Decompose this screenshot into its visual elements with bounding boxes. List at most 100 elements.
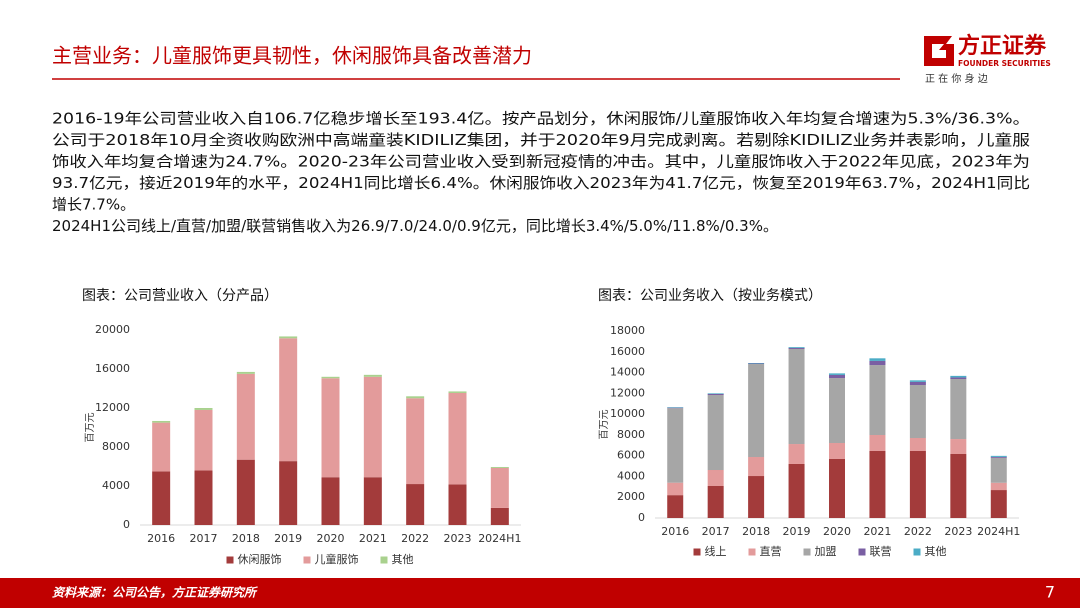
bar-segment	[667, 495, 684, 518]
legend-swatch	[858, 548, 866, 556]
y-tick-label: 10000	[610, 407, 645, 420]
bar-segment	[707, 486, 724, 518]
y-tick-label: 18000	[610, 324, 645, 337]
y-tick-label: 12000	[95, 401, 130, 414]
legend: 线上 直营 加盟 联营 其他	[693, 544, 947, 558]
legend-swatch	[303, 556, 311, 564]
x-tick-label: 2018	[232, 532, 260, 545]
bar-segment	[152, 420, 171, 423]
bar-segment	[194, 408, 213, 410]
bar-segment	[363, 477, 382, 525]
bar-segment	[788, 463, 805, 518]
y-tick-label: 4000	[102, 479, 130, 492]
x-tick-label: 2024H1	[977, 525, 1020, 538]
bar-segment	[950, 439, 967, 455]
source-note: 资料来源：公司公告，方正证券研究所	[52, 586, 258, 600]
bar-segment	[707, 393, 724, 394]
x-tick-label: 2020	[317, 532, 345, 545]
bar-segment	[869, 360, 886, 366]
logo-icon	[924, 36, 954, 66]
bar-segment	[707, 393, 724, 395]
body-line: 增长7.7%。	[52, 196, 135, 214]
bar-segment	[279, 461, 298, 525]
footer-band	[0, 578, 1080, 608]
y-tick-label: 4000	[617, 469, 645, 482]
x-tick-label: 2020	[823, 525, 851, 538]
x-tick-label: 2023	[944, 525, 972, 538]
bar-segment	[909, 380, 926, 382]
bar-segment	[707, 470, 724, 487]
x-tick-label: 2019	[274, 532, 302, 545]
bar-segment	[829, 373, 845, 375]
bar-segment	[448, 392, 467, 485]
y-tick-label: 6000	[617, 449, 645, 462]
legend-label: 联营	[870, 544, 892, 558]
bar-segment	[363, 374, 382, 377]
y-axis-label: 百万元	[598, 410, 610, 440]
legend-swatch	[226, 556, 234, 564]
chart: 图表：公司营业收入（分产品） 百万元 0 4000 8000 12000 16000 2000…	[82, 288, 521, 566]
y-tick-label: 0	[638, 511, 645, 524]
x-tick-label: 2018	[742, 525, 770, 538]
y-tick-label: 20000	[95, 323, 130, 336]
chart-title: 图表：公司业务收入（按业务模式）	[598, 288, 822, 304]
body-text: 2016-19年公司营业收入自106.7亿稳步增长至193.4亿。按产品划分，休…	[52, 110, 1030, 236]
body-line: 2024H1公司线上/直营/加盟/联营销售收入为26.9/7.0/24.0/0.…	[52, 217, 778, 235]
bar-segment	[321, 378, 340, 478]
x-tick-label: 2019	[783, 525, 811, 538]
bar-segment	[950, 378, 967, 440]
bar-segment	[829, 374, 845, 379]
legend-swatch	[913, 548, 921, 556]
y-tick-label: 8000	[102, 440, 130, 453]
bar-segment	[869, 358, 886, 361]
bar-segment	[748, 476, 765, 518]
body-line: 公司于2018年10月全资收购欧洲中高端童装KIDILIZ集团，并于2020年9…	[52, 131, 1030, 149]
bar-segment	[194, 470, 213, 525]
bar-segment	[321, 376, 340, 379]
x-tick-label: 2023	[444, 532, 472, 545]
bar-segment	[448, 391, 467, 393]
x-tick-label: 2022	[401, 532, 429, 545]
bar-segment	[406, 398, 425, 485]
chart: 图表：公司业务收入（按业务模式） 百万元 0 2000 4000 6000 8000 1000…	[598, 288, 1020, 558]
slide-title: 主营业务：儿童服饰更具韧性，休闲服饰具备改善潜力	[52, 44, 532, 68]
bar-segment	[950, 377, 967, 379]
bar-segment	[236, 459, 255, 525]
legend-swatch	[693, 548, 701, 556]
bar-segment	[950, 375, 967, 378]
bar-segment	[321, 477, 340, 525]
bar-segment	[448, 484, 467, 525]
x-tick-label: 2021	[863, 525, 891, 538]
bar-segment	[279, 336, 298, 339]
bar-segment	[909, 381, 926, 386]
bar-segment	[788, 347, 805, 349]
bar-segment	[990, 457, 1007, 483]
bar-segment	[829, 458, 845, 518]
bar-segment	[990, 455, 1007, 457]
bar-segment	[152, 422, 171, 472]
bar-segment	[236, 371, 255, 374]
bar-segment	[748, 363, 765, 365]
x-tick-label: 2016	[147, 532, 175, 545]
bar-segment	[788, 444, 805, 464]
bar-segment	[788, 347, 805, 348]
x-tick-label: 2024H1	[478, 532, 521, 545]
legend-label: 其他	[925, 545, 947, 558]
slogan: 正 在 你 身 边	[925, 72, 988, 85]
logo-text: 方正证券	[958, 33, 1047, 59]
y-tick-label: 16000	[610, 345, 645, 358]
bar-segment	[279, 338, 298, 462]
bar-segment	[788, 348, 805, 445]
legend-label: 休闲服饰	[238, 552, 282, 566]
legend-swatch	[803, 548, 811, 556]
bar-segment	[406, 396, 425, 399]
bar-segment	[748, 362, 765, 364]
y-axis-label: 百万元	[84, 413, 96, 443]
y-tick-label: 8000	[617, 428, 645, 441]
bar-segment	[667, 408, 684, 483]
legend-label: 儿童服饰	[315, 552, 359, 566]
body-line: 93.7亿元，接近2019年的水平，2024H1同比增长6.4%。休闲服饰收入2…	[52, 174, 1030, 192]
logo-en: FOUNDER SECURITIES	[958, 59, 1051, 68]
